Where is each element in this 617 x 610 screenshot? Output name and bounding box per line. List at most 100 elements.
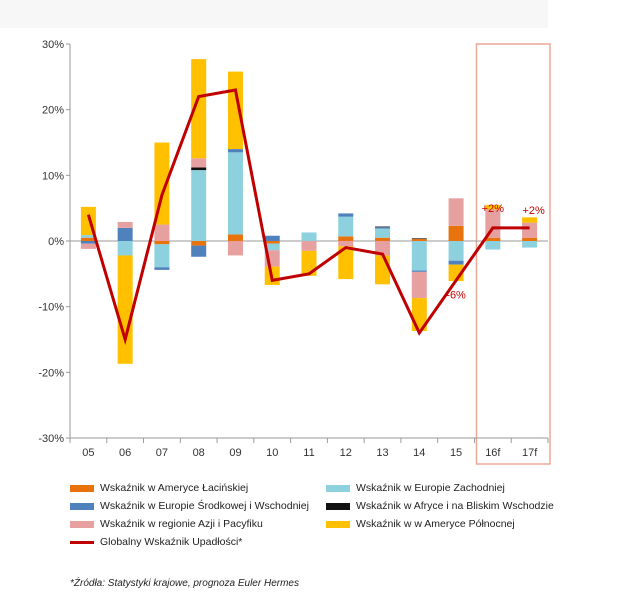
bar-segment <box>522 241 538 248</box>
legend-item-north-america: Wskaźnik w w Ameryce Północnej <box>326 518 515 530</box>
legend-label-north-america: Wskaźnik w w Ameryce Północnej <box>356 518 515 530</box>
legend-label-asia-pacific: Wskaźnik w regionie Azji i Pacyfiku <box>100 518 263 530</box>
legend-item-western-europe: Wskaźnik w Europie Zachodniej <box>326 482 505 494</box>
bar-segment <box>375 226 391 228</box>
bar-segment <box>485 237 501 241</box>
bar-segment <box>227 152 243 235</box>
data-annotation: +2% <box>482 203 505 215</box>
bar-segment <box>338 241 354 247</box>
bar-segment <box>375 228 391 238</box>
source-note: *Źródła: Statystyki krajowe, prognoza Eu… <box>70 578 299 589</box>
legend-swatch-central-eastern-europe <box>70 502 94 510</box>
bar-segment <box>448 241 464 261</box>
bar-segment <box>522 217 538 223</box>
legend-item-global-index: Globalny Wskaźnik Upadłości* <box>70 536 242 548</box>
x-tick-label: 08 <box>193 447 205 459</box>
bar-segment <box>522 222 538 238</box>
legend-label-latin-america: Wskaźnik w Ameryce Łacińskiej <box>100 482 249 494</box>
x-tick-label: 12 <box>340 447 352 459</box>
bar-segment <box>191 59 207 159</box>
bar-segment <box>227 149 243 153</box>
bar-segment <box>191 170 207 241</box>
bar-line-chart: 30% 20% 10% 0% -10% -20% -30% 05 06 07 08 09 10 11 12 1… <box>38 39 551 465</box>
bar-segment <box>264 235 280 241</box>
bar-segment <box>448 198 464 226</box>
bar-segment <box>301 232 317 241</box>
bar-segment <box>411 239 427 241</box>
legend-item-central-eastern-europe: Wskaźnik w Europie Środkowej i Wschodnie… <box>70 500 309 512</box>
legend-swatch-asia-pacific <box>70 520 94 528</box>
legend-item-asia-pacific: Wskaźnik w regionie Azji i Pacyfiku <box>70 518 263 530</box>
x-tick-label: 15 <box>450 447 462 459</box>
bar-segment <box>191 167 207 171</box>
x-tick-label: 17f <box>522 447 538 459</box>
global-index-line <box>86 88 530 346</box>
bar-segment <box>338 246 354 280</box>
bar-segment <box>191 241 207 246</box>
bar-segment <box>191 245 207 257</box>
bar-segment <box>338 213 354 217</box>
bar-segment <box>411 270 427 272</box>
bar-segment <box>80 243 96 249</box>
legend-label-central-eastern-europe: Wskaźnik w Europie Środkowej i Wschodnie… <box>100 500 309 512</box>
legend-item-africa-middle-east: Wskaźnik w Afryce i na Bliskim Wschodzie <box>326 500 554 512</box>
bar-segment <box>154 244 170 268</box>
legend-swatch-north-america <box>326 520 350 528</box>
x-tick-label: 09 <box>229 447 241 459</box>
bar-segment <box>117 241 133 256</box>
data-annotation: +2% <box>522 205 545 217</box>
bar-segment <box>411 271 427 299</box>
bar-segment <box>117 227 133 241</box>
x-tick-label: 13 <box>376 447 388 459</box>
y-tick-label: -20% <box>38 367 64 379</box>
bar-segment <box>154 267 170 270</box>
legend-item-latin-america: Wskaźnik w Ameryce Łacińskiej <box>70 482 248 494</box>
legend-swatch-latin-america <box>70 484 94 492</box>
y-tick-label: -30% <box>38 433 64 445</box>
x-tick-label: 06 <box>119 447 131 459</box>
x-tick-label: 16f <box>485 447 501 459</box>
bar-segment <box>411 238 427 240</box>
y-tick-label: -10% <box>38 302 64 314</box>
x-tick-label: 11 <box>303 447 314 459</box>
legend-label-africa-middle-east: Wskaźnik w Afryce i na Bliskim Wschodzie <box>356 500 554 512</box>
bar-segment <box>227 234 243 241</box>
bar-segment <box>485 241 501 250</box>
bar-segment <box>522 237 538 241</box>
bar-segment <box>264 243 280 251</box>
bar-segment <box>301 241 317 251</box>
legend-swatch-global-index <box>70 540 94 544</box>
x-tick-label: 07 <box>156 447 168 459</box>
legend-label-global-index: Globalny Wskaźnik Upadłości* <box>100 536 243 548</box>
bar-segment <box>375 241 391 256</box>
y-tick-label: 0% <box>48 236 64 248</box>
bar-segment <box>154 224 170 241</box>
bar-segment <box>80 237 96 241</box>
x-tick-label: 14 <box>413 447 425 459</box>
x-tick-label: 05 <box>82 447 94 459</box>
bar-segment <box>375 237 391 241</box>
data-annotation: -6% <box>446 289 466 301</box>
bar-segment <box>448 260 464 265</box>
bar-segment <box>80 235 96 238</box>
bar-segment <box>485 204 501 210</box>
bar-segment <box>338 216 354 237</box>
bar-segment <box>264 241 280 244</box>
bar-segment <box>375 227 391 229</box>
bar-segment <box>117 255 133 364</box>
y-tick-label: 20% <box>42 105 64 117</box>
bar-segment <box>117 221 133 228</box>
forecast-highlight-box <box>475 43 551 465</box>
bar-segment <box>80 241 96 244</box>
bar-segment <box>191 158 207 168</box>
bar-segment <box>227 241 243 256</box>
x-tick-label: 10 <box>266 447 278 459</box>
y-tick-label: 30% <box>42 39 64 51</box>
top-band <box>0 0 548 28</box>
y-tick-label: 10% <box>42 170 64 182</box>
legend-swatch-western-europe <box>326 484 350 492</box>
bar-segment <box>375 255 391 285</box>
bar-segment <box>338 236 354 241</box>
bar-segment <box>411 241 427 271</box>
bar-segment <box>154 241 170 245</box>
